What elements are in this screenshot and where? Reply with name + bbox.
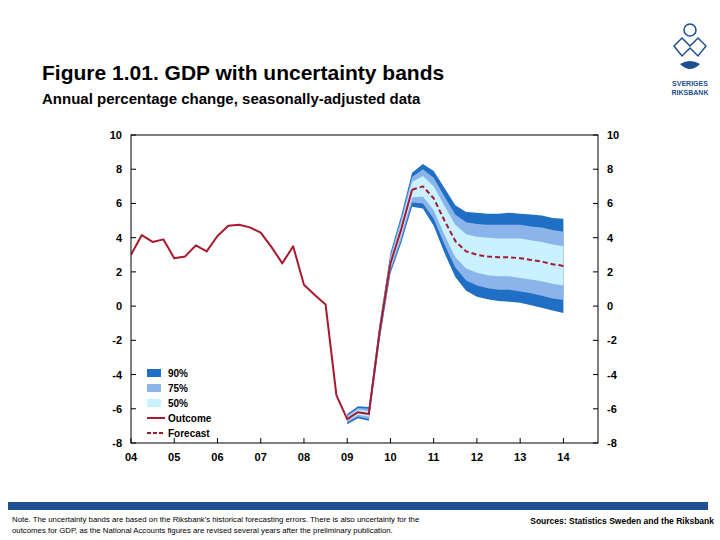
x-tick <box>347 438 348 443</box>
legend-label: Forecast <box>168 428 210 439</box>
y2-tick <box>593 374 598 375</box>
y2-tick <box>593 443 598 444</box>
y-tick-label: 4 <box>116 232 123 244</box>
y2-tick <box>593 340 598 341</box>
legend-swatch <box>147 384 161 392</box>
uncertainty-band <box>347 176 563 421</box>
note: Note. The uncertainty bands are based on… <box>12 515 419 524</box>
x-tick-label: 05 <box>168 451 180 463</box>
title: Figure 1.01. GDP with uncertainty bands <box>42 61 444 84</box>
x-tick <box>476 438 477 443</box>
uncertainty-band <box>347 164 563 424</box>
y-tick-label: -4 <box>112 369 123 381</box>
y2-tick <box>593 203 598 204</box>
note: outcomes for GDP, as the National Accoun… <box>12 526 393 535</box>
y-tick-label: 0 <box>116 300 122 312</box>
y-tick-label: -8 <box>112 437 122 449</box>
logo-text: SVERIGES <box>672 80 708 87</box>
logo-text: RIKSBANK <box>672 89 709 96</box>
y-tick <box>131 408 136 409</box>
y2-tick-label: 2 <box>607 266 613 278</box>
x-tick <box>217 438 218 443</box>
y2-tick <box>593 237 598 238</box>
y-tick <box>131 135 136 136</box>
x-tick <box>563 438 564 443</box>
y-tick <box>131 443 136 444</box>
y-tick <box>131 169 136 170</box>
x-tick-label: 08 <box>298 451 310 463</box>
x-tick-label: 13 <box>514 451 526 463</box>
legend-label: 75% <box>168 383 188 394</box>
y2-tick-label: 8 <box>607 163 613 175</box>
logo-crest <box>674 38 706 56</box>
logo-crest <box>680 61 700 69</box>
legend-label: Outcome <box>168 413 212 424</box>
x-tick-label: 04 <box>125 451 138 463</box>
y2-tick-label: 0 <box>607 300 613 312</box>
y2-tick-label: 10 <box>607 129 619 141</box>
y2-tick-label: 6 <box>607 197 613 209</box>
y2-tick-label: 4 <box>607 232 614 244</box>
y-tick <box>131 203 136 204</box>
legend-label: 90% <box>168 368 188 379</box>
y2-tick <box>593 306 598 307</box>
logo: SVERIGES RIKSBANK <box>672 24 709 96</box>
y2-tick-label: -4 <box>607 369 618 381</box>
plot-frame <box>131 135 598 443</box>
x-tick <box>520 438 521 443</box>
x-tick-label: 14 <box>557 451 570 463</box>
x-tick <box>131 438 132 443</box>
y-tick <box>131 237 136 238</box>
x-tick-label: 10 <box>384 451 396 463</box>
legend-swatch <box>147 399 161 407</box>
legend-swatch <box>147 432 165 434</box>
outcome-line <box>131 190 412 419</box>
uncertainty-band <box>347 169 563 422</box>
legend-label: 50% <box>168 398 188 409</box>
source: Sources: Statistics Sweden and the Riksb… <box>530 516 714 526</box>
y2-tick-label: -8 <box>607 437 617 449</box>
y-tick <box>131 374 136 375</box>
x-tick-label: 09 <box>341 451 353 463</box>
chart-canvas: Figure 1.01. GDP with uncertainty bands A… <box>0 0 720 540</box>
legend: 90% 75% 50% Outcome Forecast <box>147 368 212 439</box>
x-tick <box>433 438 434 443</box>
y-tick <box>131 306 136 307</box>
x-tick <box>260 438 261 443</box>
x-tick-label: 11 <box>428 451 440 463</box>
legend-swatch <box>147 369 161 377</box>
y-tick-label: -2 <box>112 334 122 346</box>
x-tick <box>390 438 391 443</box>
y-tick-label: 8 <box>116 163 122 175</box>
y-tick <box>131 271 136 272</box>
x-tick-label: 07 <box>255 451 267 463</box>
subtitle: Annual percentage change, seasonally-adj… <box>42 90 421 107</box>
x-tick-label: 12 <box>471 451 483 463</box>
y-tick-label: -6 <box>112 403 122 415</box>
y2-tick-label: -2 <box>607 334 617 346</box>
y-tick-label: 2 <box>116 266 122 278</box>
y2-tick <box>593 408 598 409</box>
y2-tick <box>593 135 598 136</box>
y2-tick <box>593 271 598 272</box>
x-tick <box>303 438 304 443</box>
logo-crest <box>684 24 696 36</box>
forecast-line <box>412 186 563 266</box>
footer-bar <box>8 502 708 510</box>
y-tick-label: 6 <box>116 197 122 209</box>
y2-tick-label: -6 <box>607 403 617 415</box>
x-tick-label: 06 <box>211 451 223 463</box>
y2-tick <box>593 169 598 170</box>
plot-marks <box>131 164 563 424</box>
y-tick <box>131 340 136 341</box>
legend-swatch <box>147 417 165 419</box>
y-tick-label: 10 <box>110 129 122 141</box>
